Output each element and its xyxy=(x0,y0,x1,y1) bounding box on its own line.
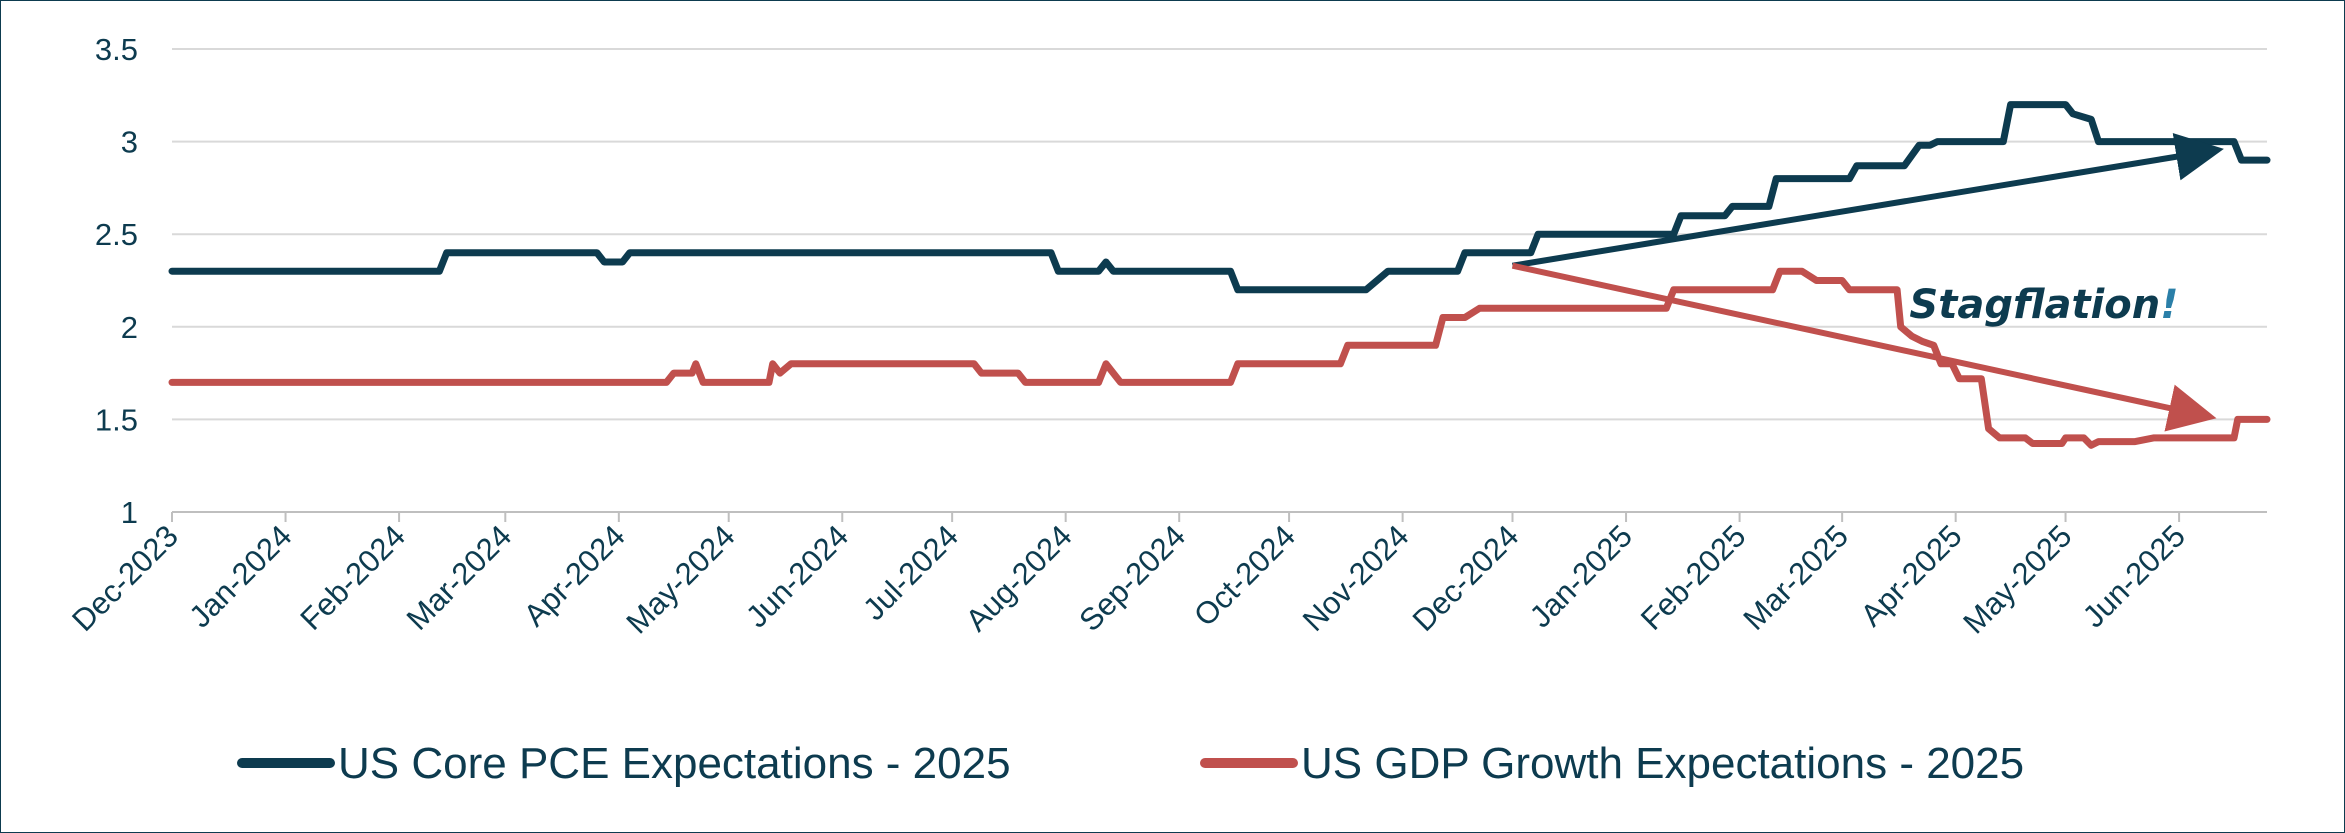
y-tick-label: 1 xyxy=(121,495,138,530)
x-tick-label: Jan-2024 xyxy=(182,518,298,634)
series-line-1 xyxy=(168,101,2271,294)
x-tick-label: Mar-2025 xyxy=(1737,518,1856,637)
x-axis-ticks: Dec-2023Jan-2024Feb-2024Mar-2024Apr-2024… xyxy=(65,518,2192,640)
x-tick-label: Dec-2024 xyxy=(1406,518,1526,638)
x-tick-label: Jan-2025 xyxy=(1523,518,1639,634)
y-axis-ticks: 1 1.5 2 2.5 3 3.5 xyxy=(95,32,138,530)
x-tick-label: Oct-2024 xyxy=(1187,518,1302,633)
x-tick-label: Nov-2024 xyxy=(1296,518,1416,638)
legend-label-1: US Core PCE Expectations - 2025 xyxy=(338,739,1011,788)
x-tick-label: Feb-2024 xyxy=(293,518,412,637)
y-tick-label: 3.5 xyxy=(95,32,138,67)
legend-label-2: US GDP Growth Expectations - 2025 xyxy=(1301,739,2024,788)
y-tick-label: 1.5 xyxy=(95,402,138,437)
y-tick-label: 2 xyxy=(121,310,138,345)
series-lines xyxy=(168,101,2271,449)
stagflation-annotation: Stagflation! xyxy=(1909,282,2178,328)
x-tick-label: Apr-2024 xyxy=(517,518,632,633)
x-tick-label: May-2024 xyxy=(619,518,741,640)
annotation-suffix-text: ! xyxy=(2160,282,2178,328)
y-tick-label: 2.5 xyxy=(95,217,138,252)
x-tick-label: May-2025 xyxy=(1956,518,2078,640)
x-tick-label: Sep-2024 xyxy=(1072,518,1192,638)
x-tick-label: Feb-2025 xyxy=(1634,518,1753,637)
x-tick-label: Aug-2024 xyxy=(959,518,1079,638)
grid-lines xyxy=(172,48,2267,421)
x-tick-label: Jul-2024 xyxy=(856,518,965,627)
x-tick-label: Dec-2023 xyxy=(65,518,185,638)
x-axis xyxy=(171,511,2267,522)
trend-arrow-down xyxy=(1511,262,2217,432)
x-tick-label: Jun-2024 xyxy=(739,518,855,634)
trend-arrows xyxy=(1511,133,2224,432)
series-line-2 xyxy=(168,267,2271,449)
x-tick-label: Jun-2025 xyxy=(2076,518,2192,634)
annotation-main-text: Stagflation xyxy=(1909,282,2160,328)
x-tick-label: Apr-2025 xyxy=(1854,518,1969,633)
legend: US Core PCE Expectations - 2025 US GDP Gr… xyxy=(237,739,2024,788)
y-tick-label: 3 xyxy=(121,125,138,160)
x-tick-label: Mar-2024 xyxy=(400,518,519,637)
trend-arrow-up xyxy=(1512,133,2224,269)
